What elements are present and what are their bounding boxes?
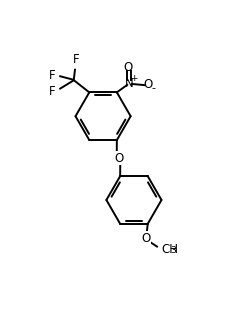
Text: O: O <box>140 232 149 245</box>
Text: +: + <box>130 74 137 83</box>
Text: F: F <box>48 69 55 82</box>
Text: N: N <box>124 77 133 90</box>
Text: 3: 3 <box>170 246 176 256</box>
Text: F: F <box>48 85 55 98</box>
Text: O: O <box>142 78 152 91</box>
Text: O: O <box>123 61 132 73</box>
Text: O: O <box>113 152 123 165</box>
Text: F: F <box>72 53 79 66</box>
Text: CH: CH <box>160 243 177 256</box>
Text: -: - <box>151 83 155 93</box>
